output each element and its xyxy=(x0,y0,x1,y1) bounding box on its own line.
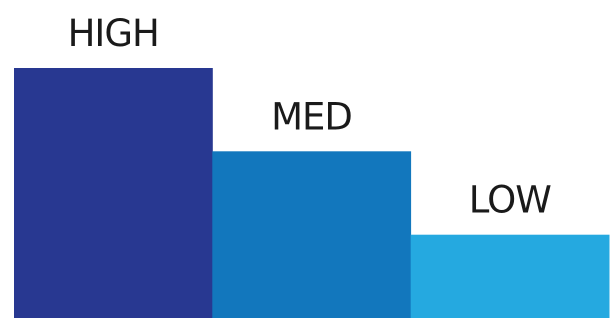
bar-label-high: HIGH xyxy=(68,12,159,55)
bar-label-med: MED xyxy=(271,95,352,138)
bar-low xyxy=(410,234,610,318)
bar-high xyxy=(14,68,213,318)
bar-label-low: LOW xyxy=(469,179,551,222)
bar-med xyxy=(212,151,412,318)
labels-group: HIGH MED LOW xyxy=(68,12,553,222)
bars-group xyxy=(14,68,610,318)
